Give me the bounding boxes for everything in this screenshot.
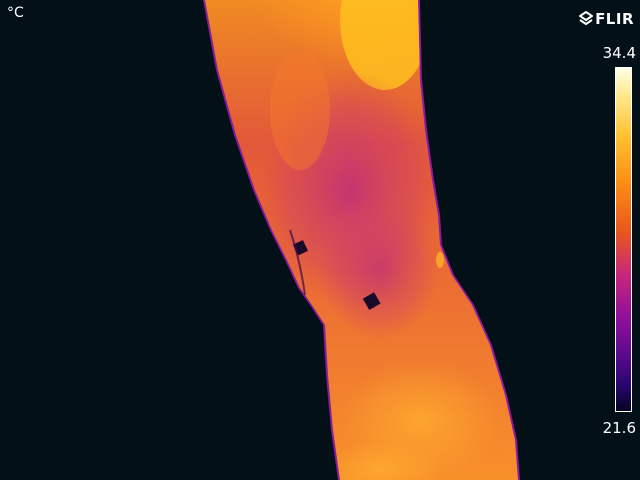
brand-name: FLIR — [595, 10, 634, 28]
scale-max-value: 34.4 — [602, 44, 636, 62]
color-scale-bar — [615, 67, 632, 412]
flir-logo-icon — [579, 11, 594, 26]
scale-min-value: 21.6 — [602, 419, 636, 437]
unit-label: °C — [7, 5, 24, 21]
brand-logo: FLIR — [579, 10, 634, 28]
